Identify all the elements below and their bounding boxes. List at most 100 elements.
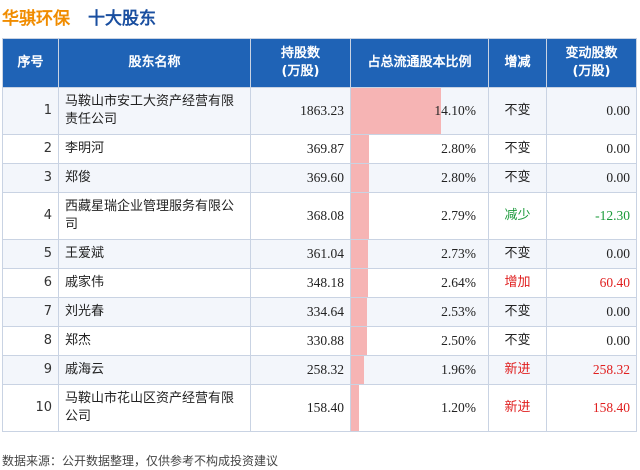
holder-change: 新进 (488, 384, 547, 432)
holder-delta: 0.00 (546, 326, 637, 356)
holder-rank: 9 (2, 355, 59, 385)
table-header-row: 序号 股东名称 持股数 (万股) 占总流通股本比例 增减 变动股数 (万股) (2, 38, 637, 88)
holder-pct-cell: 1.96% (350, 355, 489, 385)
holder-rank: 8 (2, 326, 59, 356)
table-row: 5 王爱斌 361.04 2.73% 不变 0.00 (2, 239, 637, 269)
pct-label: 2.73% (441, 246, 476, 261)
holder-delta: 258.32 (546, 355, 637, 385)
holder-shares: 330.88 (250, 326, 351, 356)
pct-bar (351, 298, 368, 326)
holder-name: 郑俊 (58, 163, 251, 193)
table-row: 6 戚家伟 348.18 2.64% 增加 60.40 (2, 268, 637, 298)
holder-shares: 1863.23 (250, 87, 351, 135)
table-row: 2 李明河 369.87 2.80% 不变 0.00 (2, 134, 637, 164)
pct-label: 2.64% (441, 275, 476, 290)
pct-bar (351, 385, 359, 431)
holder-name: 郑杰 (58, 326, 251, 356)
data-source-note: 数据来源：公开数据整理，仅供参考不构成投资建议 (2, 454, 279, 468)
holder-change: 不变 (488, 297, 547, 327)
pct-label: 1.20% (441, 400, 476, 415)
pct-label: 2.80% (441, 170, 476, 185)
holder-delta: 0.00 (546, 297, 637, 327)
table-row: 3 郑俊 369.60 2.80% 不变 0.00 (2, 163, 637, 193)
holder-change: 不变 (488, 239, 547, 269)
holder-change: 不变 (488, 134, 547, 164)
holder-rank: 3 (2, 163, 59, 193)
holder-name: 刘光春 (58, 297, 251, 327)
holder-pct-cell: 14.10% (350, 87, 489, 135)
header-name: 股东名称 (58, 38, 251, 88)
holder-name: 西藏星瑞企业管理服务有限公司 (58, 192, 251, 240)
holder-shares: 258.32 (250, 355, 351, 385)
holder-change: 新进 (488, 355, 547, 385)
table-row: 7 刘光春 334.64 2.53% 不变 0.00 (2, 297, 637, 327)
pct-bar (351, 164, 369, 192)
header-change: 增减 (488, 38, 547, 88)
header-shares: 持股数 (万股) (250, 38, 351, 88)
holder-name: 王爱斌 (58, 239, 251, 269)
holder-change: 增加 (488, 268, 547, 298)
table-row: 8 郑杰 330.88 2.50% 不变 0.00 (2, 326, 637, 356)
holder-shares: 361.04 (250, 239, 351, 269)
holder-rank: 2 (2, 134, 59, 164)
holder-delta: 0.00 (546, 134, 637, 164)
pct-bar (351, 269, 368, 297)
pct-bar (351, 88, 441, 134)
holder-rank: 10 (2, 384, 59, 432)
holder-change: 不变 (488, 163, 547, 193)
holder-pct-cell: 2.80% (350, 134, 489, 164)
company-name: 华骐环保 (2, 8, 70, 29)
holder-pct-cell: 1.20% (350, 384, 489, 432)
pct-bar (351, 193, 369, 239)
table-row: 4 西藏星瑞企业管理服务有限公司 368.08 2.79% 减少 -12.30 (2, 192, 637, 240)
holder-name: 戚家伟 (58, 268, 251, 298)
pct-bar (351, 356, 364, 384)
holder-pct-cell: 2.64% (350, 268, 489, 298)
table-row: 10 马鞍山市花山区资产经营有限公司 158.40 1.20% 新进 158.40 (2, 384, 637, 432)
holder-change: 减少 (488, 192, 547, 240)
holder-shares: 348.18 (250, 268, 351, 298)
holder-rank: 7 (2, 297, 59, 327)
pct-label: 2.80% (441, 141, 476, 156)
holder-change: 不变 (488, 326, 547, 356)
pct-label: 1.96% (441, 362, 476, 377)
holder-pct-cell: 2.50% (350, 326, 489, 356)
holder-delta: -12.30 (546, 192, 637, 240)
pct-label: 2.79% (441, 208, 476, 223)
holder-rank: 4 (2, 192, 59, 240)
holder-name: 马鞍山市安工大资产经营有限责任公司 (58, 87, 251, 135)
table-row: 1 马鞍山市安工大资产经营有限责任公司 1863.23 14.10% 不变 0.00 (2, 87, 637, 135)
holder-rank: 1 (2, 87, 59, 135)
holder-pct-cell: 2.53% (350, 297, 489, 327)
holder-delta: 60.40 (546, 268, 637, 298)
holder-name: 李明河 (58, 134, 251, 164)
holder-rank: 5 (2, 239, 59, 269)
holder-pct-cell: 2.73% (350, 239, 489, 269)
holder-change: 不变 (488, 87, 547, 135)
holder-shares: 369.87 (250, 134, 351, 164)
holder-pct-cell: 2.79% (350, 192, 489, 240)
pct-label: 2.53% (441, 304, 476, 319)
pct-bar (351, 240, 369, 268)
header-delta: 变动股数 (万股) (546, 38, 637, 88)
holder-shares: 368.08 (250, 192, 351, 240)
shareholders-table: 序号 股东名称 持股数 (万股) 占总流通股本比例 增减 变动股数 (万股) 1… (2, 38, 637, 432)
holder-shares: 158.40 (250, 384, 351, 432)
pct-label: 2.50% (441, 333, 476, 348)
table-row: 9 戚海云 258.32 1.96% 新进 258.32 (2, 355, 637, 385)
holder-delta: 158.40 (546, 384, 637, 432)
holder-shares: 334.64 (250, 297, 351, 327)
pct-label: 14.10% (434, 103, 476, 118)
title-bar: 华骐环保 十大股东 (2, 0, 156, 32)
header-rank: 序号 (2, 38, 59, 88)
holder-pct-cell: 2.80% (350, 163, 489, 193)
holder-delta: 0.00 (546, 239, 637, 269)
holder-delta: 0.00 (546, 87, 637, 135)
report-topic: 十大股东 (88, 8, 156, 29)
holder-shares: 369.60 (250, 163, 351, 193)
pct-bar (351, 327, 367, 355)
header-pct: 占总流通股本比例 (350, 38, 489, 88)
holder-name: 马鞍山市花山区资产经营有限公司 (58, 384, 251, 432)
holder-name: 戚海云 (58, 355, 251, 385)
holder-delta: 0.00 (546, 163, 637, 193)
